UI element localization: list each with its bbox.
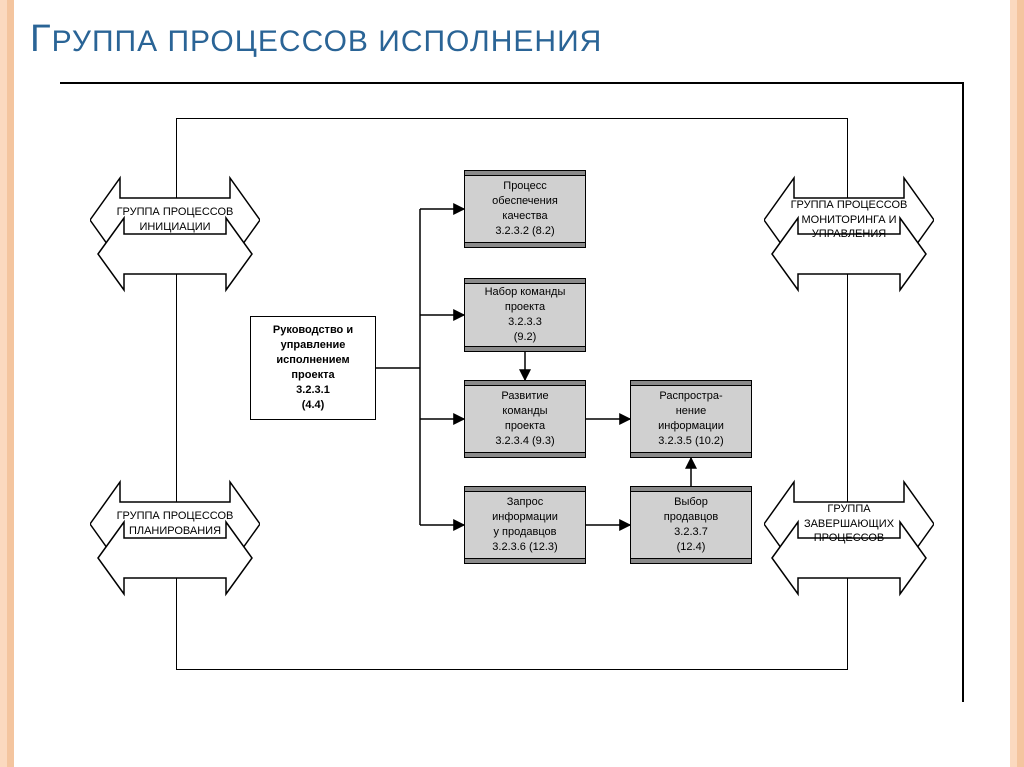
side-arrow-planning: ГРУППА ПРОЦЕССОВ ПЛАНИРОВАНИЯ	[90, 464, 260, 584]
box-code: 3.2.3.7	[674, 525, 708, 540]
box-code: 3.2.3.1	[296, 383, 330, 398]
box-code: 3.2.3.3	[508, 315, 542, 330]
box-text: Выбор	[674, 495, 708, 510]
box-text: нение	[676, 404, 707, 419]
box-text: проекта	[505, 300, 545, 315]
box-text: продавцов	[664, 510, 718, 525]
box-info-request: Запрос информации у продавцов 3.2.3.6 (1…	[464, 486, 586, 564]
side-arrow-label: ГРУППА ПРОЦЕССОВ ПЛАНИРОВАНИЯ	[90, 464, 260, 584]
box-team-set: Набор команды проекта 3.2.3.3 (9.2)	[464, 278, 586, 352]
box-text: управление	[281, 338, 346, 353]
box-text: Набор команды	[485, 285, 566, 300]
box-main-management: Руководство и управление исполнением про…	[250, 316, 376, 420]
box-seller-choice: Выбор продавцов 3.2.3.7 (12.4)	[630, 486, 752, 564]
box-text: обеспечения	[492, 194, 558, 209]
left-accent-stripe	[0, 0, 14, 767]
page-title: ГГруппа процессов исполненияРУППА ПРОЦЕС…	[30, 18, 602, 61]
box-text: Распростра-	[659, 389, 722, 404]
diagram-frame: ГРУППА ПРОЦЕССОВ ИНИЦИАЦИИ ГРУППА ПРОЦЕС…	[60, 82, 964, 702]
box-text: проекта	[291, 368, 334, 383]
box-text: команды	[502, 404, 547, 419]
box-code: (9.2)	[514, 330, 537, 345]
box-code: 3.2.3.2 (8.2)	[495, 224, 554, 239]
box-text: качества	[502, 209, 547, 224]
side-arrow-label: ГРУППА ПРОЦЕССОВ МОНИТОРИНГА И УПРАВЛЕНИ…	[764, 160, 934, 280]
box-code: 3.2.3.6 (12.3)	[492, 540, 557, 555]
box-text: Развитие	[501, 389, 548, 404]
box-team-dev: Развитие команды проекта 3.2.3.4 (9.3)	[464, 380, 586, 458]
box-text: проекта	[505, 419, 545, 434]
side-arrow-monitoring: ГРУППА ПРОЦЕССОВ МОНИТОРИНГА И УПРАВЛЕНИ…	[764, 160, 934, 280]
box-text: исполнением	[276, 353, 349, 368]
box-distribute-info: Распростра- нение информации 3.2.3.5 (10…	[630, 380, 752, 458]
box-code: (4.4)	[302, 398, 325, 413]
box-text: у продавцов	[493, 525, 556, 540]
side-arrow-label: ГРУППА ПРОЦЕССОВ ИНИЦИАЦИИ	[90, 160, 260, 280]
box-text: Руководство и	[273, 323, 353, 338]
box-code: 3.2.3.5 (10.2)	[658, 434, 723, 449]
box-quality: Процесс обеспечения качества 3.2.3.2 (8.…	[464, 170, 586, 248]
box-text: информации	[658, 419, 724, 434]
box-text: информации	[492, 510, 558, 525]
side-arrow-closing: ГРУППА ЗАВЕРШАЮЩИХ ПРОЦЕССОВ	[764, 464, 934, 584]
box-text: Процесс	[503, 179, 546, 194]
side-arrow-label: ГРУППА ЗАВЕРШАЮЩИХ ПРОЦЕССОВ	[764, 464, 934, 584]
box-text: Запрос	[507, 495, 543, 510]
side-arrow-initiation: ГРУППА ПРОЦЕССОВ ИНИЦИАЦИИ	[90, 160, 260, 280]
box-code: (12.4)	[677, 540, 706, 555]
box-code: 3.2.3.4 (9.3)	[495, 434, 554, 449]
right-accent-stripe	[1010, 0, 1024, 767]
